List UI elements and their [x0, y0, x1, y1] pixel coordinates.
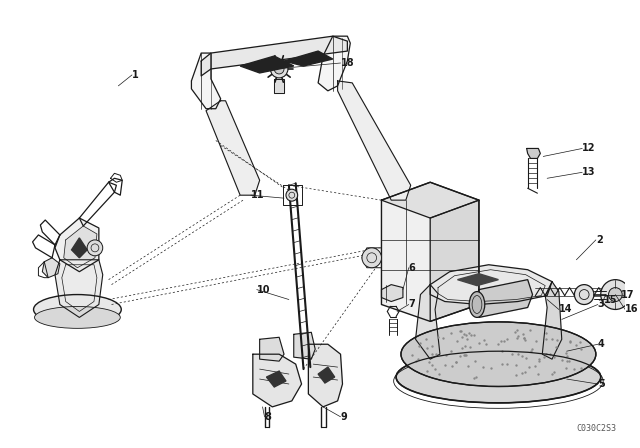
Polygon shape [430, 265, 552, 305]
Text: 3: 3 [598, 300, 605, 310]
Ellipse shape [601, 280, 630, 310]
Polygon shape [430, 200, 479, 321]
Text: 6: 6 [409, 263, 415, 273]
Text: 15: 15 [604, 294, 617, 305]
Polygon shape [338, 81, 411, 200]
Polygon shape [381, 182, 479, 321]
Polygon shape [64, 226, 97, 268]
Polygon shape [206, 101, 260, 195]
Ellipse shape [286, 189, 298, 201]
Polygon shape [318, 36, 350, 91]
Text: 1: 1 [132, 70, 139, 80]
Text: 9: 9 [340, 412, 348, 422]
Polygon shape [318, 367, 335, 383]
Polygon shape [55, 260, 103, 318]
Polygon shape [266, 371, 286, 387]
Text: 5: 5 [598, 379, 605, 389]
Text: 8: 8 [264, 412, 271, 422]
Polygon shape [527, 148, 540, 159]
Polygon shape [275, 79, 284, 93]
Text: 14: 14 [559, 305, 572, 314]
Polygon shape [415, 284, 440, 359]
Ellipse shape [575, 284, 594, 305]
Ellipse shape [396, 351, 601, 403]
Text: 4: 4 [598, 339, 605, 349]
Polygon shape [284, 51, 333, 66]
Polygon shape [191, 53, 221, 109]
Ellipse shape [275, 64, 284, 74]
Text: 17: 17 [621, 289, 635, 300]
Polygon shape [55, 218, 99, 271]
Text: 12: 12 [582, 143, 596, 154]
Ellipse shape [469, 292, 484, 318]
Ellipse shape [270, 60, 288, 78]
Polygon shape [42, 258, 60, 278]
Ellipse shape [35, 306, 120, 328]
Text: 13: 13 [582, 167, 596, 177]
Text: 16: 16 [625, 305, 639, 314]
Polygon shape [253, 354, 301, 407]
Polygon shape [294, 332, 315, 359]
Ellipse shape [609, 288, 622, 302]
Polygon shape [201, 36, 348, 76]
Text: 7: 7 [409, 300, 415, 310]
Polygon shape [474, 280, 532, 318]
Circle shape [362, 248, 381, 268]
Ellipse shape [401, 322, 596, 387]
Polygon shape [542, 282, 562, 359]
Polygon shape [458, 274, 499, 286]
Circle shape [87, 240, 103, 256]
Polygon shape [381, 284, 403, 302]
Ellipse shape [33, 294, 121, 324]
Polygon shape [381, 182, 479, 218]
Polygon shape [240, 56, 294, 73]
Text: 18: 18 [340, 58, 354, 68]
Polygon shape [260, 337, 284, 361]
Text: 10: 10 [257, 284, 270, 295]
Polygon shape [72, 238, 87, 258]
Text: C030C2S3: C030C2S3 [577, 424, 616, 433]
Text: 11: 11 [251, 190, 264, 200]
Polygon shape [308, 344, 342, 407]
Text: 2: 2 [596, 235, 603, 245]
